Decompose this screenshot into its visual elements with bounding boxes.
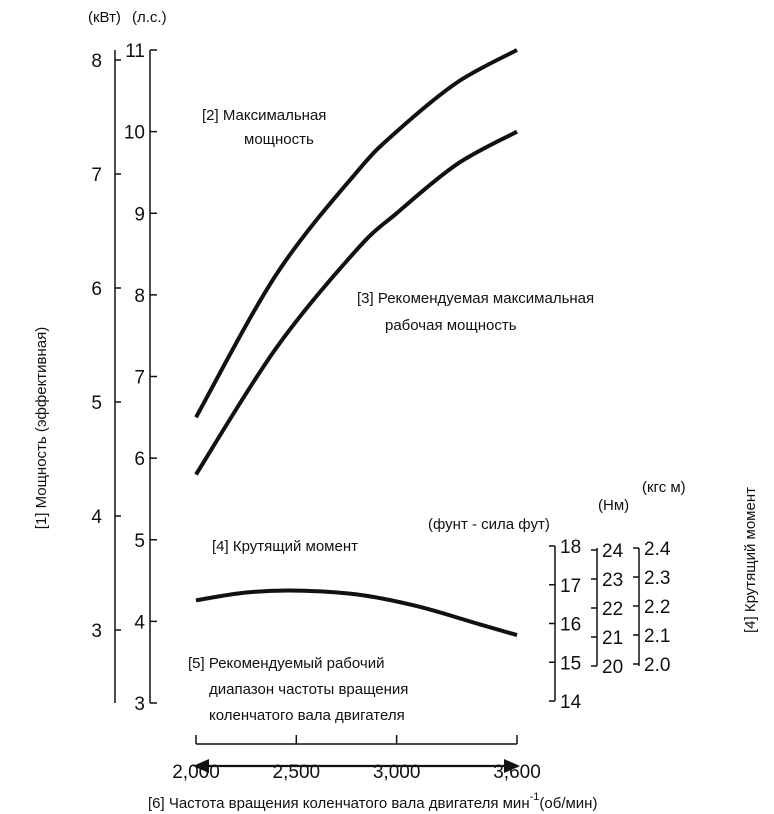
operating-range-arrow bbox=[193, 759, 520, 773]
hp-tick-label: 6 bbox=[134, 449, 145, 470]
kgfm-tick-label: 2.0 bbox=[644, 655, 670, 676]
range-label-line3: коленчатого вала двигателя bbox=[209, 707, 405, 724]
hp-tick-label: 7 bbox=[134, 368, 145, 389]
rec-power-curve bbox=[194, 129, 518, 476]
hp-tick-label: 10 bbox=[124, 123, 145, 144]
nm-unit-label: (Нм) bbox=[598, 497, 629, 514]
lbfft-tick-label: 16 bbox=[560, 615, 581, 636]
kw-unit-label: (кВт) bbox=[88, 9, 121, 26]
range-label-line1: [5] Рекомендуемый рабочий bbox=[188, 655, 384, 672]
kgfm-tick-label: 2.2 bbox=[644, 597, 670, 618]
x-axis-title: [6] Частота вращения коленчатого вала дв… bbox=[148, 791, 597, 812]
lbfft-tick-label: 18 bbox=[560, 537, 581, 558]
kw-tick-label: 3 bbox=[91, 621, 102, 642]
range-label-line2: диапазон частоты вращения bbox=[209, 681, 408, 698]
hp-tick-label: 5 bbox=[134, 531, 145, 552]
lbfft-unit-label: (фунт - сила фут) bbox=[428, 516, 550, 533]
hp-tick-label: 3 bbox=[134, 694, 145, 715]
nm-axis-ticks: 24 23 22 21 20 bbox=[591, 541, 624, 678]
lbfft-tick-label: 15 bbox=[560, 653, 581, 674]
torque-curve-label: [4] Крутящий момент bbox=[212, 538, 358, 555]
nm-tick-label: 21 bbox=[602, 628, 623, 649]
kw-tick-label: 4 bbox=[91, 507, 102, 528]
kw-tick-label: 6 bbox=[91, 279, 102, 300]
x-tick-label: 2,500 bbox=[273, 762, 321, 783]
hp-tick-label: 4 bbox=[134, 612, 145, 633]
torque-axis-title: [4] Крутящий момент bbox=[742, 487, 759, 633]
power-axis-title: [1] Мощность (эффективная) bbox=[33, 327, 50, 530]
hp-tick-label: 9 bbox=[134, 204, 145, 225]
nm-tick-label: 20 bbox=[602, 657, 623, 678]
max-power-label-line2: мощность bbox=[244, 131, 314, 148]
x-axis-title-sup: -1 bbox=[530, 791, 540, 803]
hp-unit-label: (л.с.) bbox=[132, 9, 167, 26]
rec-power-label-line2: рабочая мощность bbox=[385, 317, 517, 334]
hp-tick-label: 8 bbox=[134, 286, 145, 307]
hp-tick-label: 11 bbox=[125, 41, 145, 62]
x-tick-label: 3,000 bbox=[373, 762, 421, 783]
nm-tick-label: 24 bbox=[602, 541, 624, 562]
lbfft-tick-label: 14 bbox=[560, 692, 582, 713]
lbfft-axis-ticks: 18 17 16 15 14 bbox=[549, 537, 582, 713]
kw-axis-ticks: 3 4 5 6 7 8 bbox=[91, 51, 121, 642]
torque-curve bbox=[195, 588, 518, 638]
kgfm-tick-label: 2.4 bbox=[644, 539, 671, 560]
x-axis-ticks: 2,000 2,500 3,000 3,600 bbox=[172, 735, 541, 783]
hp-axis-ticks: 3 4 5 6 7 8 9 10 11 bbox=[124, 41, 157, 715]
nm-tick-label: 23 bbox=[602, 570, 623, 591]
kgfm-unit-label: (кгс м) bbox=[642, 479, 686, 496]
kw-tick-label: 5 bbox=[91, 393, 102, 414]
rec-power-label-line1: [3] Рекомендуемая максимальная bbox=[357, 290, 594, 307]
nm-tick-label: 22 bbox=[602, 599, 623, 620]
lbfft-tick-label: 17 bbox=[560, 576, 581, 597]
kgfm-tick-label: 2.3 bbox=[644, 568, 670, 589]
kgfm-tick-label: 2.1 bbox=[644, 626, 670, 647]
kw-tick-label: 7 bbox=[91, 165, 102, 186]
kw-tick-label: 8 bbox=[91, 51, 102, 72]
kgfm-axis-ticks: 2.4 2.3 2.2 2.1 2.0 bbox=[633, 539, 671, 676]
max-power-curve bbox=[194, 48, 518, 419]
x-axis-title-main: [6] Частота вращения коленчатого вала дв… bbox=[148, 795, 530, 812]
max-power-label-line1: [2] Максимальная bbox=[202, 107, 326, 124]
x-axis-title-unit: (об/мин) bbox=[539, 795, 597, 812]
